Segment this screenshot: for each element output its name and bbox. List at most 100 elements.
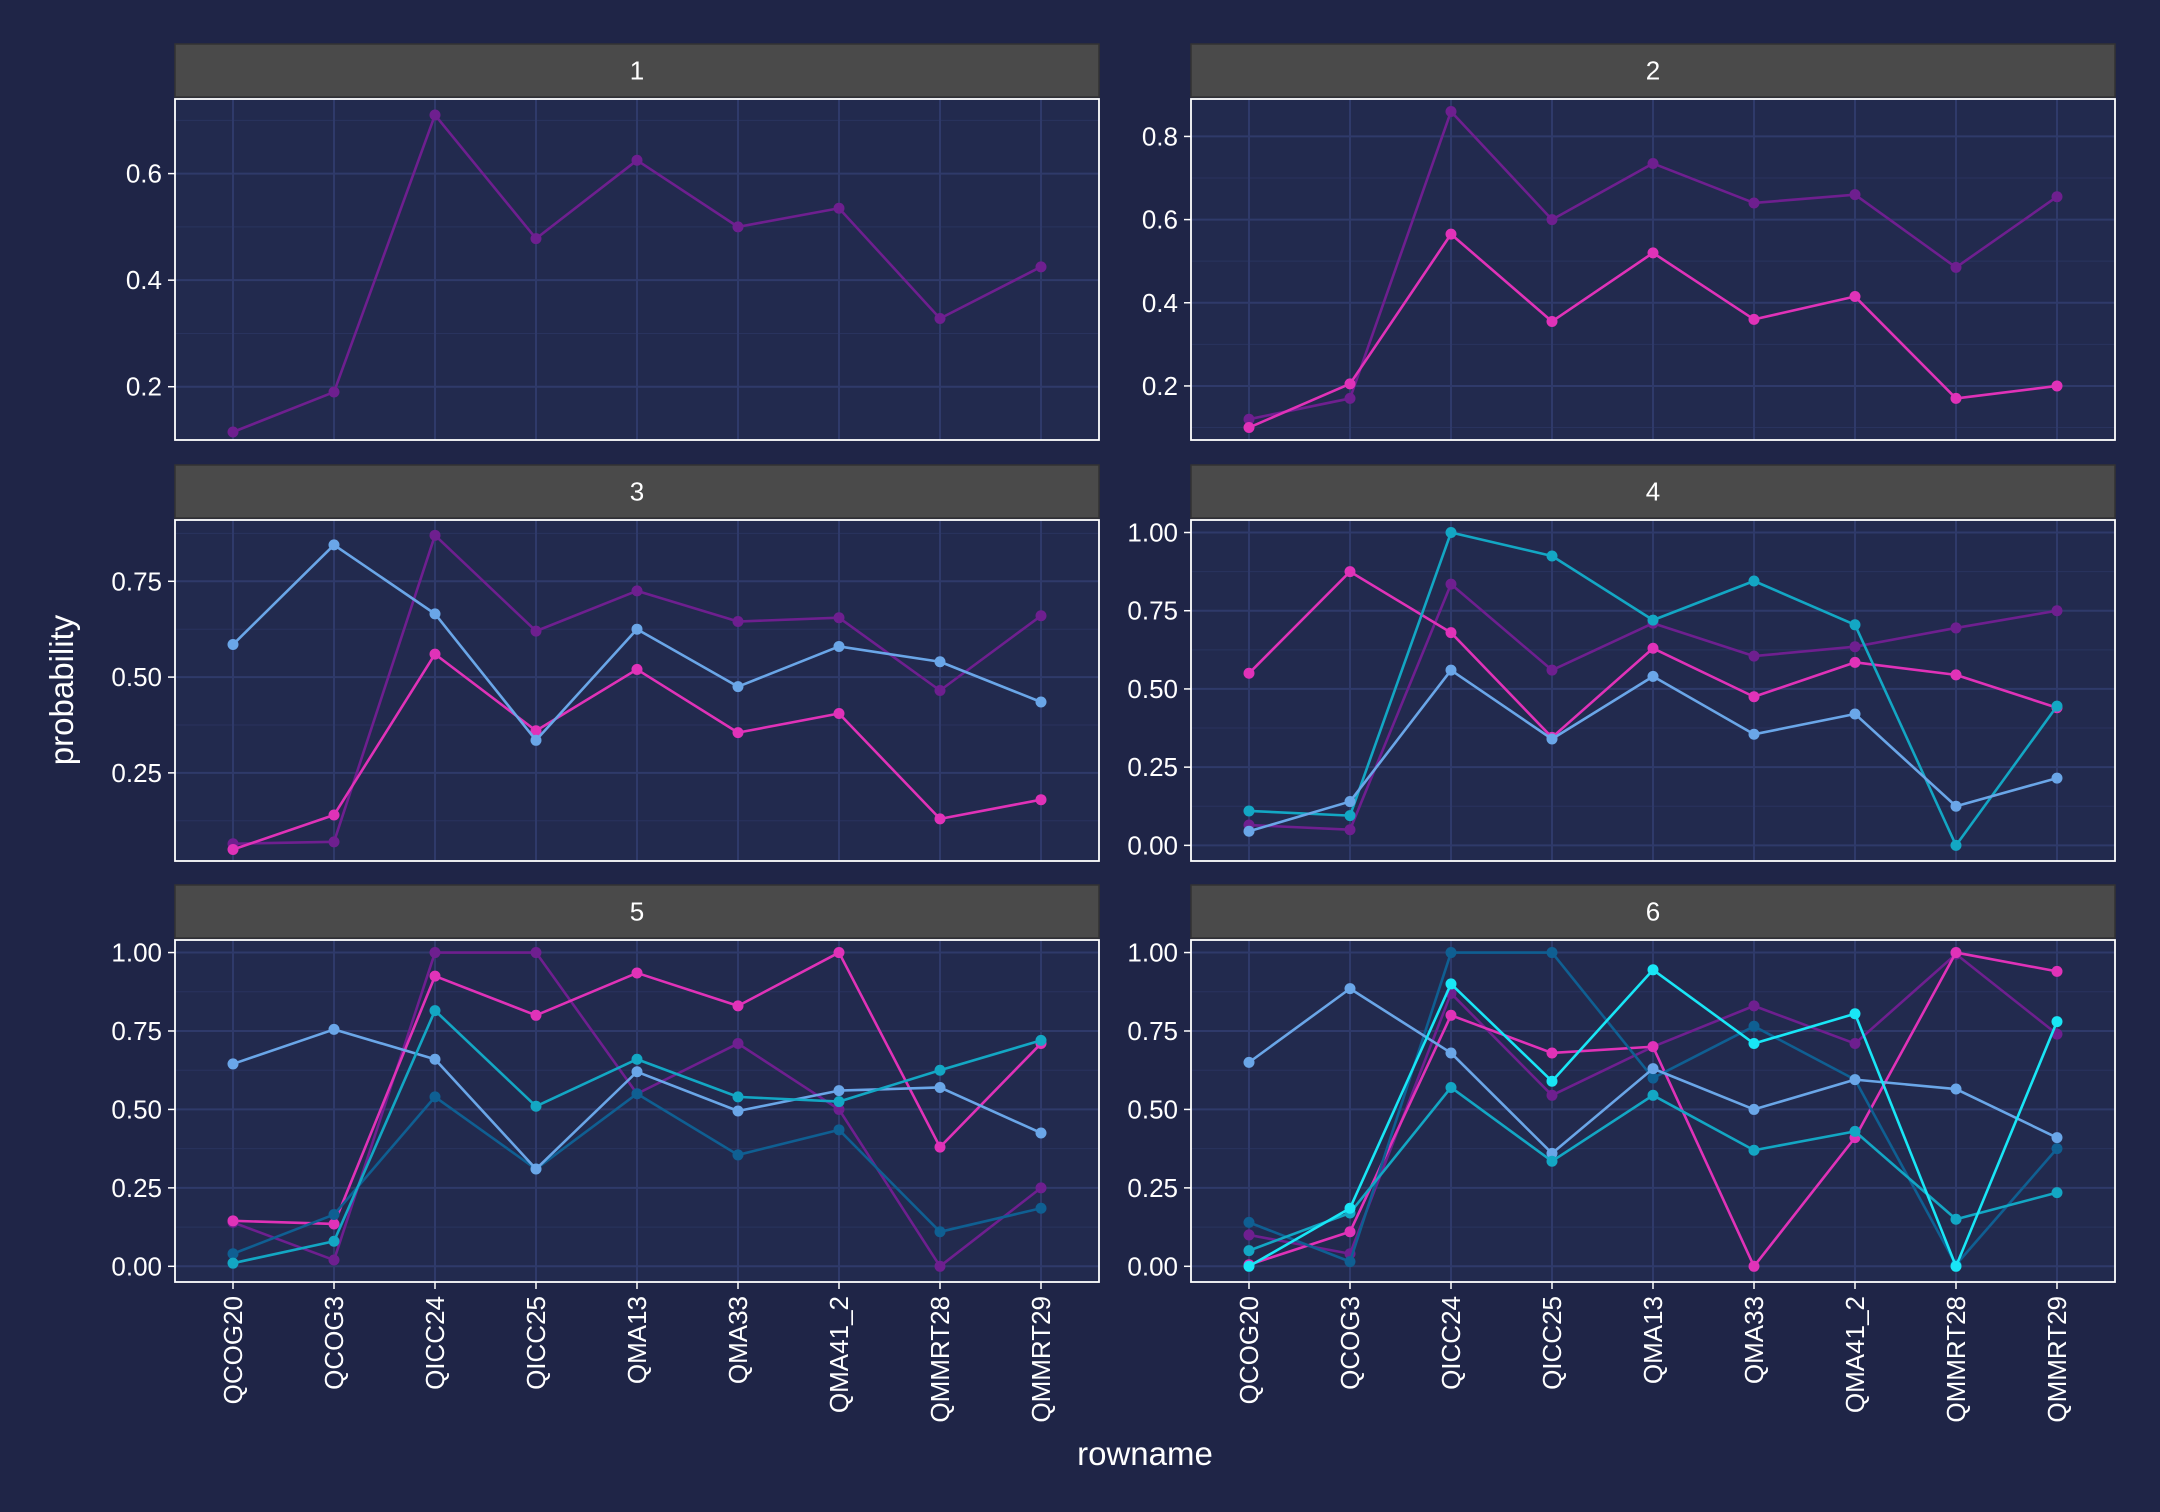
data-point (1950, 392, 1962, 404)
data-point (530, 1100, 542, 1112)
data-point (2051, 700, 2063, 712)
y-tick-label: 0.6 (126, 159, 162, 189)
data-point (530, 1009, 542, 1021)
y-tick-label: 0.00 (1127, 1251, 1178, 1281)
data-point (429, 970, 441, 982)
data-point (833, 1103, 845, 1115)
facet-strip-label: 6 (1646, 897, 1660, 927)
data-point (1035, 1202, 1047, 1214)
data-point (429, 648, 441, 660)
x-tick-label: QICC24 (420, 1296, 450, 1390)
y-tick-label: 0.75 (1127, 596, 1178, 626)
data-point (1344, 796, 1356, 808)
y-tick-label: 0.2 (126, 372, 162, 402)
data-point (1950, 1260, 1962, 1272)
y-tick-label: 0.00 (111, 1251, 162, 1281)
data-point (530, 725, 542, 737)
data-point (631, 623, 643, 635)
data-point (1647, 1063, 1659, 1075)
data-point (1035, 261, 1047, 273)
data-point (227, 1058, 239, 1070)
data-point (934, 685, 946, 696)
data-point (1445, 527, 1457, 539)
data-point (1546, 1047, 1558, 1059)
data-point (1243, 667, 1255, 679)
data-point (732, 1149, 744, 1161)
data-point (530, 233, 542, 245)
data-point (833, 1085, 845, 1097)
data-point (1243, 1056, 1255, 1068)
x-tick-label: QCOG20 (218, 1296, 248, 1404)
panel-3: 3 0.25 0.50 0.75 (111, 464, 1100, 862)
data-point (429, 608, 441, 620)
y-tick-label: 0.6 (1142, 205, 1178, 235)
panel-border (174, 519, 1100, 862)
y-tick-label: 1.00 (1127, 938, 1178, 968)
data-point (934, 656, 946, 668)
data-point (328, 539, 340, 551)
y-tick-label: 0.4 (1142, 288, 1178, 318)
data-point (429, 1053, 441, 1065)
data-point (1647, 614, 1659, 626)
data-point (1445, 1009, 1457, 1021)
x-tick-label: QMMRT29 (2042, 1296, 2072, 1423)
x-tick-label: QMA13 (1638, 1296, 1668, 1384)
data-point (1035, 1182, 1047, 1194)
data-point (1647, 247, 1659, 259)
data-point (1849, 656, 1861, 668)
panel-1: 1 0.2 0.4 0.6 (126, 43, 1100, 441)
panel-2: 2 0.2 0.4 0.6 0.8 (1142, 43, 2116, 441)
data-point (2051, 1016, 2063, 1028)
data-point (1445, 978, 1457, 990)
data-point (1243, 413, 1255, 425)
data-point (429, 1005, 441, 1017)
data-point (631, 1088, 643, 1100)
data-point (1445, 105, 1457, 117)
panel-4: 4 0.00 0.25 0.50 0.75 1.00 (1127, 464, 2116, 862)
data-point (732, 1038, 744, 1050)
data-point (934, 1064, 946, 1076)
x-tick-label: QCOG20 (1234, 1296, 1264, 1404)
y-tick-label: 0.75 (1127, 1016, 1178, 1046)
data-point (1950, 800, 1962, 812)
data-point (2051, 605, 2063, 617)
facet-strip-label: 3 (630, 477, 644, 507)
facet-strip (174, 43, 1100, 98)
y-tick-label: 1.00 (111, 938, 162, 968)
data-point (328, 1218, 340, 1230)
data-point (1445, 947, 1457, 959)
data-point (530, 1163, 542, 1175)
y-axis-title: probability (43, 614, 80, 765)
panel-border (1190, 98, 2116, 441)
x-tick-label: QMA41_2 (1840, 1296, 1870, 1413)
facet-strip-label: 5 (630, 897, 644, 927)
data-point (1647, 157, 1659, 169)
data-point (1849, 641, 1861, 653)
data-point (1647, 670, 1659, 682)
panels-layer: 1 0.2 0.4 0.6 2 0.2 0.4 0.6 0.8 3 0.25 0.50 0.75 4 0.0… (111, 43, 2116, 1423)
y-tick-label: 1.00 (1127, 518, 1178, 548)
facet-strip (1190, 43, 2116, 98)
data-point (631, 663, 643, 675)
data-point (1748, 1144, 1760, 1156)
data-point (1546, 1155, 1558, 1167)
data-point (1035, 696, 1047, 708)
x-tick-label: QCOG3 (1335, 1296, 1365, 1390)
data-point (1950, 1083, 1962, 1095)
data-point (833, 612, 845, 624)
y-tick-label: 0.50 (111, 662, 162, 692)
data-point (732, 1000, 744, 1012)
data-point (1344, 810, 1356, 822)
data-point (2051, 380, 2063, 392)
data-point (530, 947, 542, 959)
data-point (1546, 315, 1558, 327)
data-point (1445, 228, 1457, 240)
y-tick-label: 0.50 (1127, 1094, 1178, 1124)
data-point (1748, 197, 1760, 209)
facet-strip-label: 1 (630, 56, 644, 86)
x-tick-label: QMA41_2 (824, 1296, 854, 1413)
data-point (328, 1254, 340, 1266)
data-point (328, 1209, 340, 1221)
data-point (1950, 839, 1962, 851)
data-point (1950, 1213, 1962, 1225)
